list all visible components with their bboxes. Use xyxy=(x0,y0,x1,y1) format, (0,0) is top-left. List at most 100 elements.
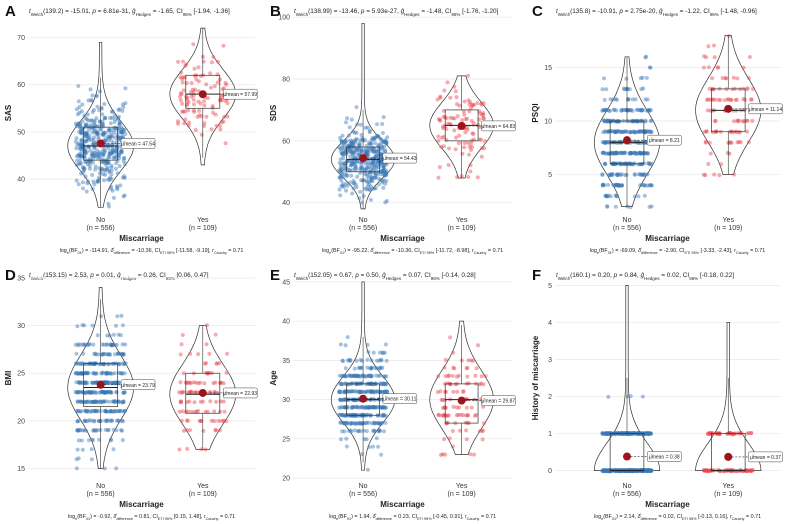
data-point xyxy=(80,180,85,185)
data-point xyxy=(629,151,634,156)
data-point xyxy=(219,419,224,423)
data-point xyxy=(381,163,386,168)
data-point xyxy=(184,81,189,86)
data-point xyxy=(640,172,644,177)
data-point xyxy=(183,63,188,68)
data-point xyxy=(361,194,366,198)
mean-label: μ̂mean = 64.83 xyxy=(482,124,516,130)
data-point xyxy=(378,172,383,177)
mean-label-box xyxy=(120,138,156,149)
data-point xyxy=(601,118,606,123)
data-point xyxy=(469,141,473,146)
data-point xyxy=(84,131,88,136)
data-point xyxy=(105,333,110,338)
data-point xyxy=(82,381,87,386)
data-point xyxy=(100,112,105,117)
data-point xyxy=(645,172,650,177)
data-point xyxy=(384,381,389,386)
data-point xyxy=(92,108,96,112)
data-point xyxy=(701,172,706,177)
x-tick-n-label: (n = 109) xyxy=(714,491,742,498)
data-point xyxy=(101,172,106,177)
data-point xyxy=(642,130,647,135)
data-point xyxy=(649,108,653,112)
mean-label: μ̂mean = 11.14 xyxy=(749,107,782,113)
data-point xyxy=(746,76,751,80)
data-point xyxy=(345,173,349,178)
data-point xyxy=(639,108,644,113)
mean-label: μ̂mean = 22.93 xyxy=(223,391,257,397)
data-point xyxy=(620,107,625,112)
data-point xyxy=(367,179,372,184)
y-tick-label: 0 xyxy=(548,468,552,475)
data-point xyxy=(465,374,470,379)
data-point xyxy=(178,94,182,99)
data-point xyxy=(78,123,83,128)
data-point xyxy=(177,447,182,452)
data-point xyxy=(82,154,86,159)
data-point xyxy=(353,148,358,153)
data-point xyxy=(619,130,623,135)
data-point xyxy=(635,151,640,156)
data-point xyxy=(188,389,193,394)
data-point xyxy=(117,120,122,125)
data-point xyxy=(712,43,716,48)
data-point xyxy=(359,148,364,153)
data-point xyxy=(94,94,99,99)
data-point xyxy=(101,130,106,135)
data-point xyxy=(207,389,212,394)
data-point xyxy=(703,140,708,145)
data-point xyxy=(367,187,372,192)
data-point xyxy=(113,155,118,160)
data-point xyxy=(337,187,342,192)
data-point xyxy=(80,119,85,124)
data-point xyxy=(435,97,440,102)
data-point xyxy=(343,381,348,386)
data-point xyxy=(180,390,185,394)
data-point xyxy=(648,183,653,188)
data-point xyxy=(738,140,743,145)
data-point xyxy=(461,109,466,114)
data-point xyxy=(611,183,616,187)
data-point xyxy=(608,172,613,177)
data-point xyxy=(178,352,183,357)
data-point xyxy=(183,117,188,122)
data-point xyxy=(191,108,196,113)
data-point xyxy=(104,136,109,141)
data-point xyxy=(353,164,358,169)
data-point xyxy=(628,108,633,113)
data-point xyxy=(363,138,368,143)
data-point xyxy=(351,155,356,160)
data-point xyxy=(123,342,128,347)
data-point xyxy=(346,133,351,138)
data-point xyxy=(606,394,611,399)
data-point xyxy=(445,80,450,85)
data-point xyxy=(359,133,364,137)
data-point xyxy=(364,420,369,425)
x-tick-label: Yes xyxy=(456,483,468,490)
data-point xyxy=(74,408,79,413)
data-point xyxy=(640,75,645,80)
data-point xyxy=(357,196,362,201)
data-point xyxy=(345,167,350,172)
data-point xyxy=(337,175,342,180)
data-point xyxy=(723,76,728,81)
data-point xyxy=(607,108,612,113)
data-point xyxy=(106,201,111,206)
data-point xyxy=(103,390,108,394)
data-point xyxy=(121,159,126,164)
data-point xyxy=(189,90,193,95)
data-point xyxy=(617,129,621,134)
data-point xyxy=(733,98,738,103)
data-point xyxy=(436,138,441,143)
data-point xyxy=(119,371,124,376)
data-point xyxy=(341,374,346,379)
data-point xyxy=(80,154,84,159)
data-point xyxy=(104,370,109,375)
data-point xyxy=(338,342,343,347)
data-point xyxy=(638,172,643,177)
data-point xyxy=(375,122,379,127)
data-point xyxy=(76,84,81,88)
data-point xyxy=(77,399,82,404)
